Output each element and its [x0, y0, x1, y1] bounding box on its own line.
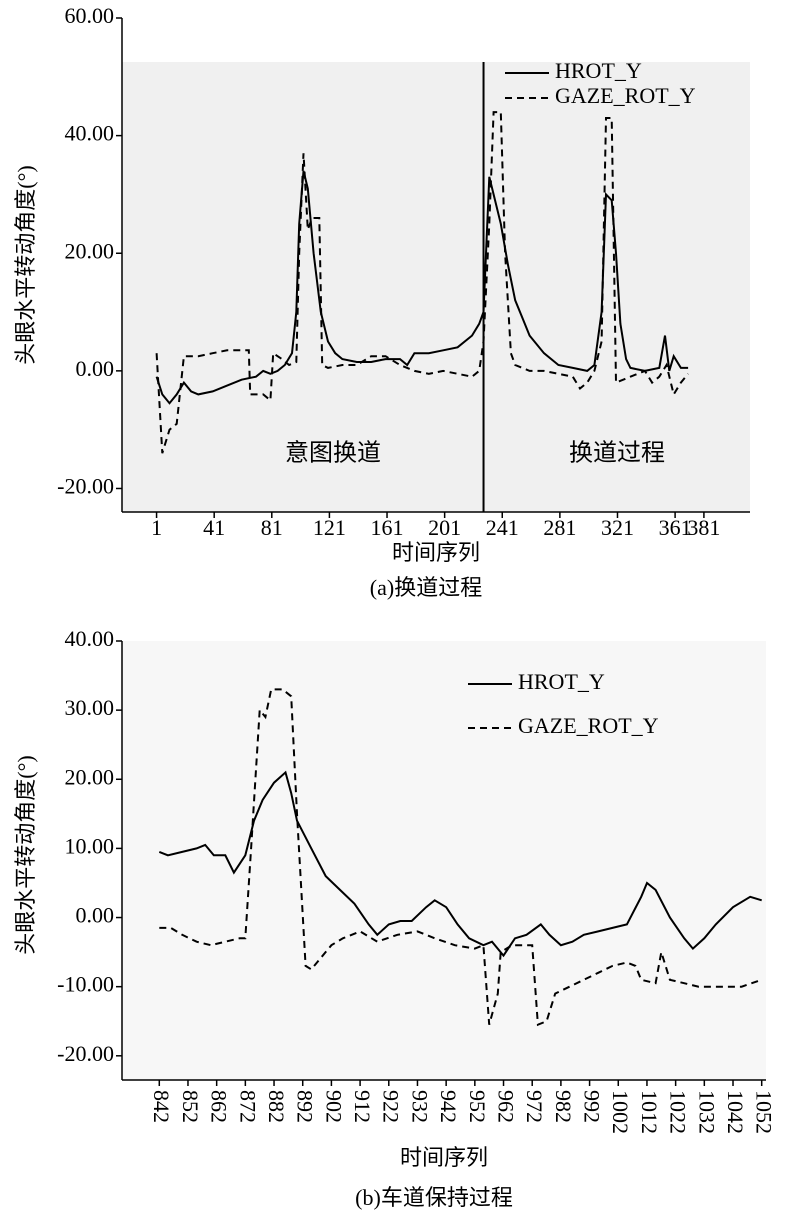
caption: (a)换道过程: [370, 575, 482, 600]
series-line: [158, 770, 762, 958]
x-tick-label: 281: [543, 515, 576, 540]
x-tick-label: 361: [659, 515, 692, 540]
legend-label: HROT_Y: [518, 669, 605, 694]
x-tick-label: 932: [407, 1090, 432, 1123]
x-tick-label: 1: [151, 515, 162, 540]
x-tick-label: 992: [580, 1090, 605, 1123]
y-tick-label: 40.00: [65, 121, 115, 146]
y-tick-label: -20.00: [57, 1041, 114, 1066]
x-tick-label: 201: [428, 515, 461, 540]
series-line: [159, 688, 763, 1027]
x-axis-label: 时间序列: [392, 540, 480, 565]
y-tick-label: -10.00: [57, 972, 114, 997]
x-tick-label: 982: [551, 1090, 576, 1123]
x-tick-label: 381: [687, 515, 720, 540]
x-tick-label: 121: [313, 515, 346, 540]
legend-label: HROT_Y: [555, 58, 642, 83]
x-tick-label: 912: [350, 1090, 375, 1123]
x-tick-label: 922: [379, 1090, 404, 1123]
x-tick-label: 81: [261, 515, 283, 540]
x-tick-label: 902: [321, 1090, 346, 1123]
x-tick-label: 1052: [752, 1090, 777, 1134]
x-tick-label: 1002: [608, 1090, 633, 1134]
x-tick-label: 842: [149, 1090, 174, 1123]
x-tick-label: 882: [264, 1090, 289, 1123]
y-axis-label: 头眼水平转动角度(°): [13, 165, 38, 364]
x-tick-label: 1012: [637, 1090, 662, 1134]
x-tick-label: 241: [486, 515, 519, 540]
x-tick-label: 321: [601, 515, 634, 540]
plot-background: [122, 641, 766, 1080]
x-tick-label: 852: [178, 1090, 203, 1123]
caption: (b)车道保持过程: [355, 1185, 513, 1210]
y-tick-label: 60.00: [65, 3, 115, 28]
y-axis-label: 头眼水平转动角度(°): [13, 755, 38, 954]
y-tick-label: 20.00: [65, 764, 115, 789]
y-tick-label: 10.00: [65, 833, 115, 858]
x-axis-label: 时间序列: [400, 1145, 488, 1170]
y-tick-label: 40.00: [65, 626, 115, 651]
y-tick-label: 0.00: [76, 903, 115, 928]
y-tick-label: -20.00: [57, 474, 114, 499]
legend-label: GAZE_ROT_Y: [555, 83, 696, 108]
x-tick-label: 962: [493, 1090, 518, 1123]
annotation: 意图换道: [285, 440, 381, 467]
x-tick-label: 862: [207, 1090, 232, 1123]
y-tick-label: 0.00: [76, 356, 115, 381]
x-tick-label: 1042: [723, 1090, 748, 1134]
x-tick-label: 872: [235, 1090, 260, 1123]
series-line: [155, 111, 689, 454]
x-tick-label: 161: [371, 515, 404, 540]
x-tick-label: 1032: [694, 1090, 719, 1134]
x-tick-label: 1022: [666, 1090, 691, 1134]
x-tick-label: 952: [465, 1090, 490, 1123]
plot-background: [122, 62, 750, 512]
y-tick-label: 30.00: [65, 695, 115, 720]
x-tick-label: 972: [522, 1090, 547, 1123]
x-tick-label: 41: [203, 515, 225, 540]
y-tick-label: 20.00: [65, 238, 115, 263]
legend-label: GAZE_ROT_Y: [518, 713, 659, 738]
x-tick-label: 942: [436, 1090, 461, 1123]
x-tick-label: 892: [293, 1090, 318, 1123]
annotation: 换道过程: [569, 440, 665, 467]
